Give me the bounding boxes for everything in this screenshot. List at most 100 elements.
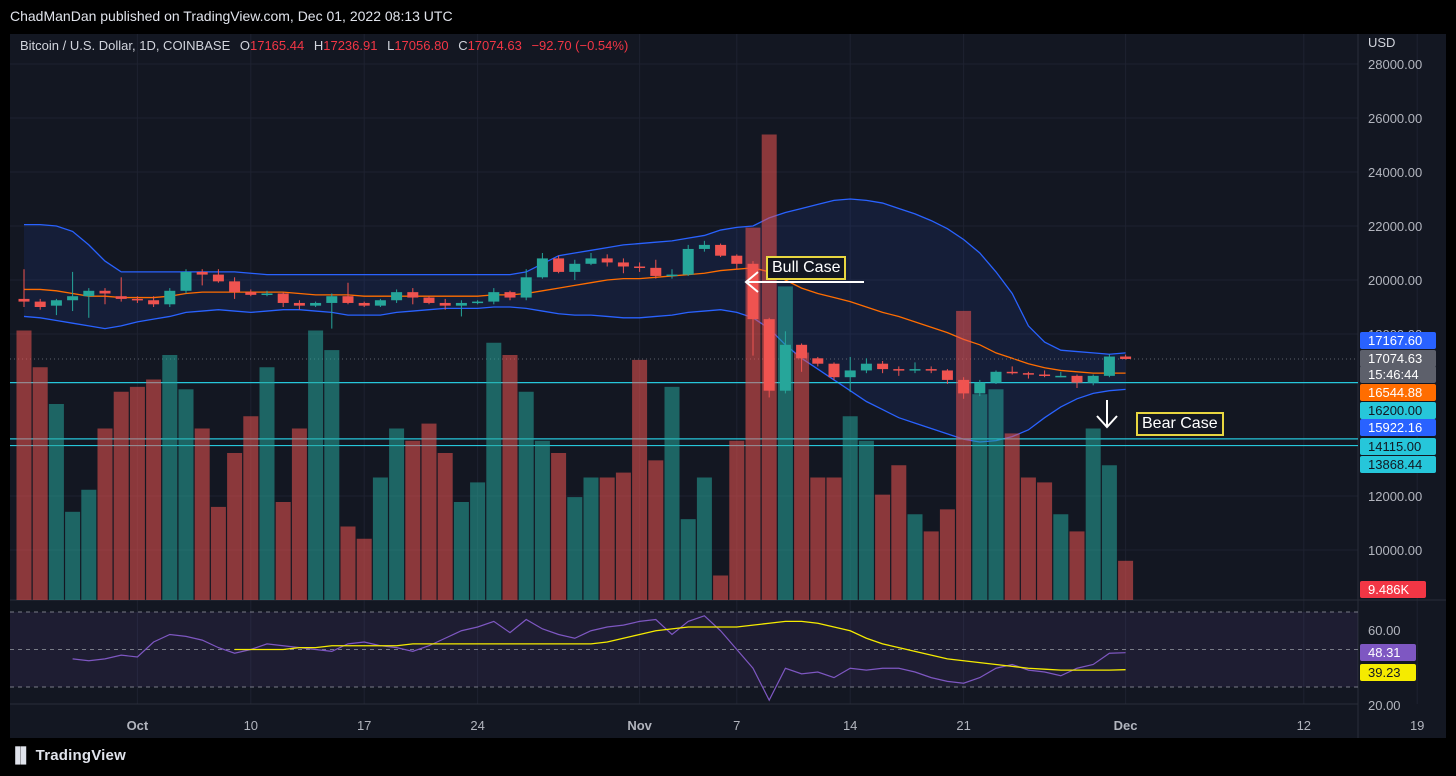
volume-bar	[745, 227, 761, 600]
volume-bar	[567, 497, 583, 600]
price-label-bg	[1360, 438, 1436, 455]
open-value: 17165.44	[249, 38, 305, 53]
rsi-label-bg	[1360, 644, 1416, 661]
rsi-axis-tick: 60.00	[1368, 623, 1401, 638]
price-label-bg	[1360, 402, 1436, 419]
volume-bar	[1020, 477, 1036, 600]
candle-body	[520, 277, 532, 298]
chart-frame	[10, 34, 1446, 738]
volume-bar	[875, 494, 891, 600]
volume-bar	[1004, 433, 1020, 600]
candle-body	[1087, 375, 1099, 383]
candle-body	[860, 363, 872, 371]
volume-bar	[826, 477, 842, 600]
volume-bar	[1037, 482, 1053, 600]
candle-body	[245, 292, 257, 295]
candle-body	[601, 258, 613, 263]
candle-body	[131, 298, 143, 301]
volume-bar	[1085, 428, 1101, 600]
volume-bar	[502, 355, 518, 600]
candle-body	[229, 281, 241, 293]
price-label-bg	[1360, 366, 1436, 383]
volume-bar	[988, 389, 1004, 600]
rsi-label: 48.31	[1368, 645, 1401, 660]
candle-body	[455, 302, 467, 306]
candle-body	[83, 290, 95, 297]
volume-bar	[453, 502, 469, 600]
tradingview-logo-icon: ▐▌	[10, 747, 32, 764]
volume-bar	[599, 477, 615, 600]
volume-bar	[713, 575, 729, 600]
volume-bar	[1069, 531, 1085, 600]
candle-body	[941, 370, 953, 380]
candle-body	[1071, 375, 1083, 383]
volume-bar	[97, 428, 113, 600]
price-label: 14115.00	[1368, 439, 1421, 454]
candle-body	[50, 300, 62, 306]
volume-bar	[470, 482, 486, 600]
volume-bar	[243, 416, 259, 600]
volume-bar	[583, 477, 599, 600]
low-value: 17056.80	[394, 38, 449, 53]
candle-body	[18, 298, 30, 302]
symbol-label[interactable]: Bitcoin / U.S. Dollar, 1D, COINBASE	[20, 38, 231, 53]
volume-bar	[227, 453, 243, 600]
price-axis-tick: 26000.00	[1368, 111, 1422, 126]
volume-bar	[146, 379, 162, 600]
candle-body	[391, 292, 403, 301]
candle-body	[698, 244, 710, 249]
high-label: H	[313, 38, 324, 53]
volume-bar	[210, 506, 226, 600]
candle-body	[115, 296, 127, 299]
candle-body	[374, 300, 386, 306]
candle-body	[342, 296, 354, 303]
bear-case-label[interactable]: Bear Case	[1136, 412, 1224, 436]
candle-body	[893, 369, 905, 371]
bollinger-lower-line	[23, 306, 1126, 443]
candle-body	[844, 370, 856, 378]
candle-body	[682, 248, 694, 275]
candle-body	[423, 297, 435, 303]
volume-bar	[129, 386, 145, 600]
candle-body	[148, 300, 160, 305]
price-axis-tick: 28000.00	[1368, 57, 1422, 72]
candle-body	[909, 369, 921, 371]
price-axis-tick: 10000.00	[1368, 543, 1422, 558]
tradingview-logo[interactable]: ▐▌ TradingView	[10, 747, 126, 764]
price-axis-tick: 22000.00	[1368, 219, 1422, 234]
volume-bar	[615, 472, 631, 600]
volume-bar	[680, 519, 696, 600]
candle-body	[650, 267, 662, 276]
candle-body	[180, 271, 192, 291]
chart-canvas[interactable]: USD 28000.00 26000.00 24000.00 22000.00 20000…	[10, 34, 1446, 738]
candle-body	[536, 258, 548, 278]
bollinger-basis-line	[24, 267, 1126, 374]
volume-bar	[32, 367, 48, 600]
candle-body	[812, 358, 824, 364]
price-label: 15:46:44	[1368, 367, 1419, 382]
volume-bar	[729, 440, 745, 600]
time-axis-label: 21	[956, 718, 970, 733]
candle-body	[1120, 356, 1132, 359]
ohlc-legend: Bitcoin / U.S. Dollar, 1D, COINBASE O171…	[20, 38, 628, 53]
candle-body	[585, 258, 597, 264]
volume-bar	[81, 489, 97, 600]
price-label-bg	[1360, 384, 1436, 401]
volume-bar	[340, 526, 356, 600]
time-axis-label: 17	[357, 718, 371, 733]
candle-body	[569, 263, 581, 272]
candle-body	[925, 369, 937, 371]
bull-case-label[interactable]: Bull Case	[766, 256, 847, 280]
candle-body	[358, 302, 370, 306]
time-axis-label: 14	[843, 718, 857, 733]
candle-body	[196, 271, 208, 275]
candle-body	[488, 292, 500, 302]
candle-body	[877, 363, 889, 370]
price-axis-tick: 12000.00	[1368, 489, 1422, 504]
publisher-bar: ChadManDan published on TradingView.com,…	[0, 0, 1456, 34]
low-label: L	[387, 38, 395, 53]
candle-body	[1103, 356, 1115, 376]
price-label: 16200.00	[1368, 403, 1422, 418]
volume-bar	[308, 330, 324, 600]
high-value: 17236.91	[323, 38, 378, 53]
